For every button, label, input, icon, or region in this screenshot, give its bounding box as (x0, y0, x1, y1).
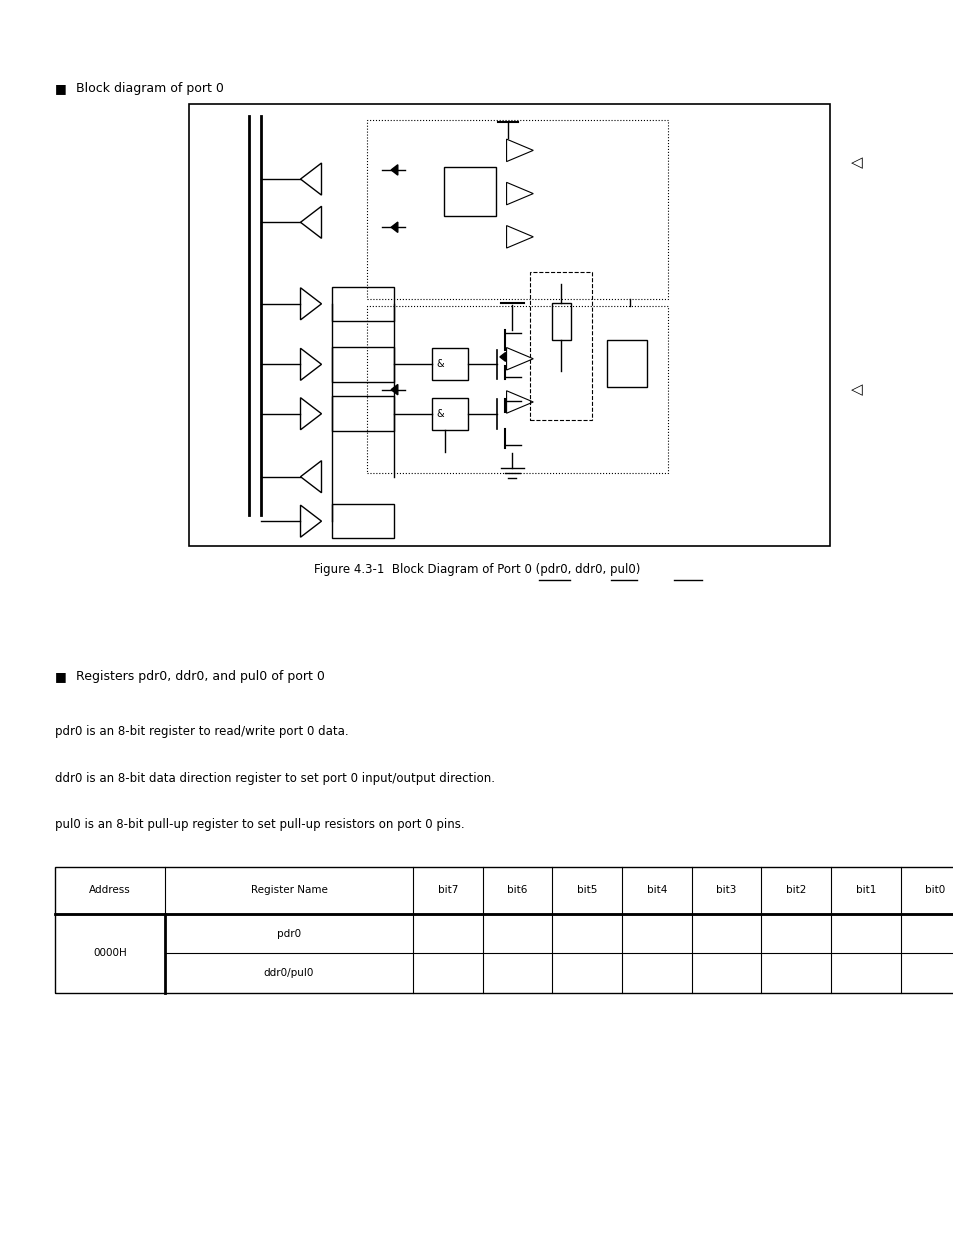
Text: ◁: ◁ (850, 382, 862, 398)
Text: bit5: bit5 (577, 885, 597, 895)
Text: pul0 is an 8-bit pull-up register to set pull-up resistors on port 0 pins.: pul0 is an 8-bit pull-up register to set… (55, 819, 464, 831)
Bar (332, 396, 394, 431)
Text: pdr0: pdr0 (276, 929, 301, 939)
Text: Block diagram of port 0: Block diagram of port 0 (76, 83, 224, 95)
Text: bit4: bit4 (646, 885, 666, 895)
Text: ◁: ◁ (850, 156, 862, 170)
Bar (367, 120, 667, 299)
Polygon shape (391, 384, 397, 395)
Text: bit3: bit3 (716, 885, 736, 895)
Bar (55, 914, 953, 993)
Bar (189, 104, 829, 546)
Text: bit7: bit7 (437, 885, 457, 895)
Polygon shape (391, 222, 397, 232)
Text: bit2: bit2 (785, 885, 805, 895)
Text: &: & (436, 409, 443, 419)
Text: Figure 4.3-1  Block Diagram of Port 0 (pdr0, ddr0, pul0): Figure 4.3-1 Block Diagram of Port 0 (pd… (314, 563, 639, 576)
Text: ddr0/pul0: ddr0/pul0 (264, 968, 314, 978)
Bar (332, 504, 394, 538)
Text: ddr0 is an 8-bit data direction register to set port 0 input/output direction.: ddr0 is an 8-bit data direction register… (55, 772, 495, 784)
Text: bit6: bit6 (507, 885, 527, 895)
Text: ■: ■ (55, 671, 67, 683)
Bar (606, 340, 646, 387)
Polygon shape (499, 352, 505, 362)
Text: Register Name: Register Name (251, 885, 327, 895)
Text: 0000H: 0000H (93, 948, 127, 958)
Bar (432, 398, 468, 430)
Bar (432, 348, 468, 380)
Text: pdr0 is an 8-bit register to read/write port 0 data.: pdr0 is an 8-bit register to read/write … (55, 725, 349, 737)
Text: bit0: bit0 (924, 885, 944, 895)
Bar (332, 287, 394, 321)
Text: ■: ■ (55, 83, 67, 95)
Bar (443, 167, 496, 216)
Bar (530, 272, 592, 420)
Polygon shape (391, 164, 397, 175)
Bar (55, 867, 953, 914)
Bar (367, 306, 667, 473)
Bar (551, 303, 570, 340)
Text: Address: Address (90, 885, 131, 895)
Bar (332, 347, 394, 382)
Text: &: & (436, 359, 443, 369)
Text: bit1: bit1 (855, 885, 875, 895)
Text: Registers pdr0, ddr0, and pul0 of port 0: Registers pdr0, ddr0, and pul0 of port 0 (76, 671, 325, 683)
